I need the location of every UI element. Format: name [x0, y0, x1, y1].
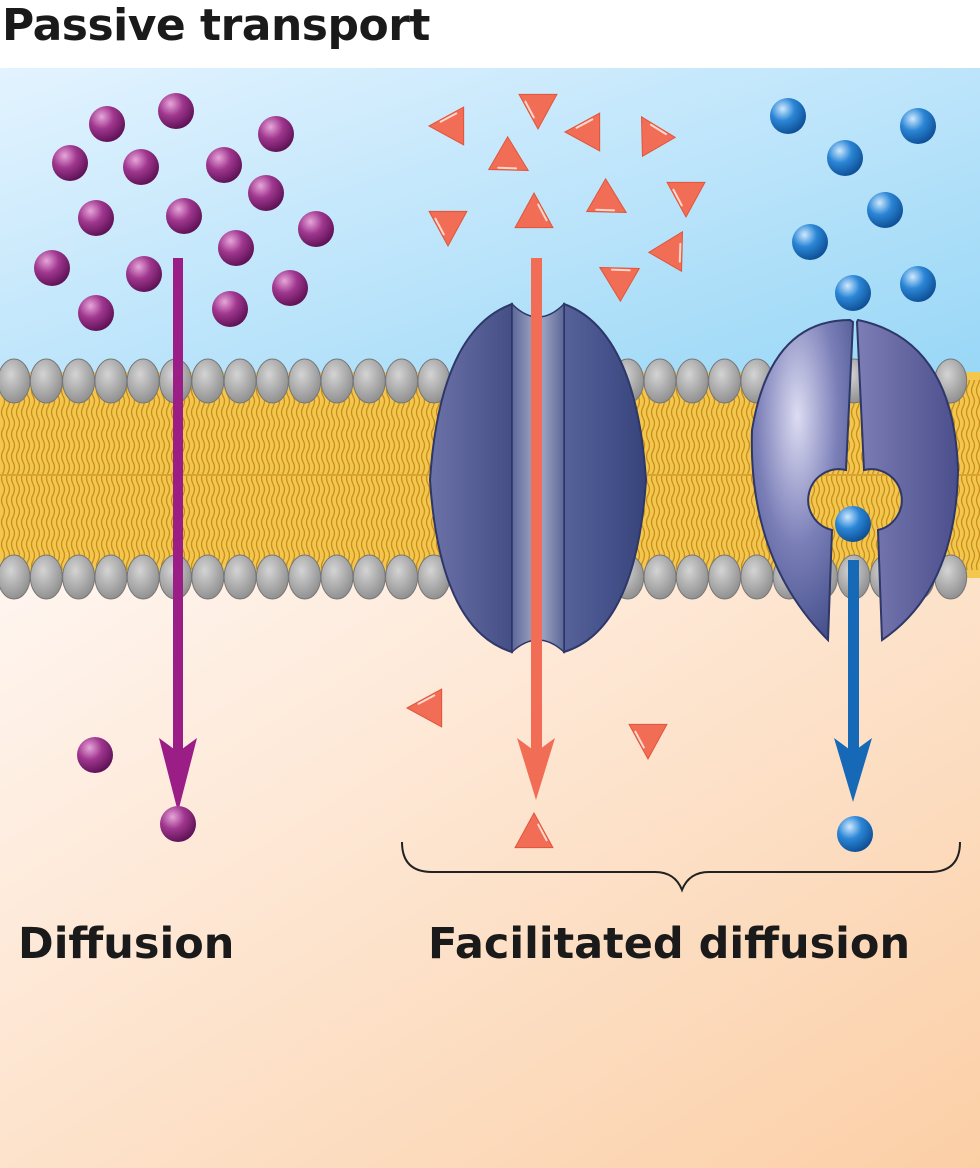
- phospholipid-head: [385, 554, 419, 600]
- phospholipid-head: [94, 358, 128, 404]
- diffusing-molecule: [218, 230, 254, 266]
- phospholipid-head: [740, 554, 774, 600]
- cytoplasm: [0, 560, 980, 1168]
- channel-solute: [405, 688, 443, 728]
- diffusing-molecule: [212, 291, 248, 327]
- carrier-solute: [835, 275, 871, 311]
- phospholipid-head: [29, 358, 63, 404]
- phospholipid-head: [643, 554, 677, 600]
- phospholipid-head: [29, 554, 63, 600]
- channel-protein: [428, 302, 648, 654]
- phospholipid-head: [94, 554, 128, 600]
- diffusion-arrow: [159, 258, 197, 812]
- phospholipid-head: [708, 358, 742, 404]
- phospholipid-head: [62, 358, 96, 404]
- diffusing-molecule: [258, 116, 294, 152]
- phospholipid-head: [643, 358, 677, 404]
- carrier-protein-left: [750, 318, 855, 643]
- phospholipid-head: [62, 554, 96, 600]
- carrier-protein: [750, 318, 960, 643]
- facilitated-diffusion-bracket: [401, 841, 961, 893]
- phospholipid-head: [223, 358, 257, 404]
- phospholipid-head: [255, 554, 289, 600]
- carrier-protein-right: [855, 318, 960, 642]
- phospholipid-head: [191, 358, 225, 404]
- diffusing-molecule: [206, 147, 242, 183]
- page-title: Passive transport: [2, 0, 430, 51]
- phospholipid-head: [126, 358, 160, 404]
- channel-protein-right: [563, 302, 648, 654]
- channel-solute: [518, 93, 558, 131]
- carrier-solute: [770, 98, 806, 134]
- phospholipid-head: [385, 358, 419, 404]
- phospholipid-head: [352, 358, 386, 404]
- phospholipid-head: [288, 554, 322, 600]
- channel-solute: [427, 106, 465, 146]
- channel-solute: [487, 135, 530, 172]
- phospholipid-head: [320, 554, 354, 600]
- channel-solutes: [405, 93, 706, 849]
- carrier-solute: [835, 506, 871, 542]
- channel-arrow: [517, 258, 555, 800]
- carrier-solute: [900, 266, 936, 302]
- channel-solute: [640, 115, 677, 158]
- diffusing-molecule: [89, 106, 125, 142]
- phospholipid-head: [352, 554, 386, 600]
- diffusing-molecule: [166, 198, 202, 234]
- phospholipid-head: [320, 358, 354, 404]
- channel-solute: [514, 191, 554, 229]
- diffusing-molecule: [248, 175, 284, 211]
- diffusing-molecule: [272, 270, 308, 306]
- phospholipid-head: [288, 358, 322, 404]
- channel-solute: [647, 230, 684, 273]
- diffusing-molecule: [34, 250, 70, 286]
- phospholipid-head: [191, 554, 225, 600]
- diffusing-molecule: [78, 200, 114, 236]
- diffusing-molecules: [34, 93, 334, 842]
- diffusing-molecule: [298, 211, 334, 247]
- carrier-arrow: [834, 560, 872, 802]
- diffusing-molecule: [52, 145, 88, 181]
- diffusing-molecule: [78, 295, 114, 331]
- carrier-solute: [827, 140, 863, 176]
- carrier-solute: [867, 192, 903, 228]
- diffusing-molecule: [123, 149, 159, 185]
- channel-solute: [628, 723, 668, 761]
- diffusion-label: Diffusion: [18, 919, 235, 969]
- channel-solute: [563, 112, 601, 152]
- phospholipid-head: [675, 358, 709, 404]
- channel-solute: [514, 811, 554, 849]
- phospholipid-head: [675, 554, 709, 600]
- channel-solute: [428, 210, 468, 248]
- facilitated-diffusion-label: Facilitated diffusion: [428, 919, 911, 969]
- phospholipid-head: [223, 554, 257, 600]
- channel-solute: [598, 266, 641, 303]
- channel-protein-left: [428, 302, 513, 654]
- diffusing-molecule: [77, 737, 113, 773]
- channel-solute: [585, 177, 628, 214]
- phospholipid-head: [0, 358, 31, 404]
- diffusing-molecule: [158, 93, 194, 129]
- carrier-solute: [900, 108, 936, 144]
- diffusing-molecule: [160, 806, 196, 842]
- channel-solute: [666, 181, 706, 219]
- carrier-solute: [792, 224, 828, 260]
- phospholipid-head: [255, 358, 289, 404]
- phospholipid-head: [126, 554, 160, 600]
- carrier-solutes: [770, 98, 936, 852]
- phospholipid-head: [708, 554, 742, 600]
- carrier-solute: [837, 816, 873, 852]
- diffusing-molecule: [126, 256, 162, 292]
- phospholipid-head: [0, 554, 31, 600]
